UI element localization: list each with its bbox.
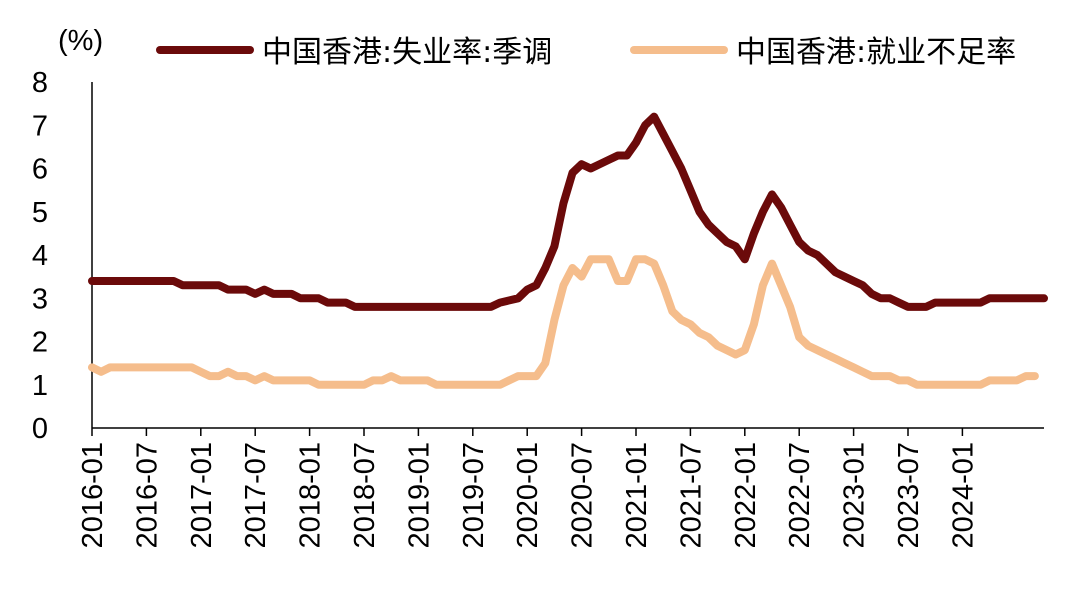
y-tick-label: 4 [32,240,48,272]
y-tick-label: 0 [32,413,48,445]
y-tick-label: 3 [32,283,48,315]
y-tick-label: 1 [32,370,48,402]
legend-label: 中国香港:失业率:季调 [262,35,552,70]
x-tick-label: 2016-07 [131,442,163,548]
x-tick-label: 2022-07 [784,442,816,548]
legend-label: 中国香港:就业不足率 [736,35,1016,70]
x-tick-label: 2020-07 [567,442,599,548]
x-tick-label: 2021-01 [621,442,653,548]
y-tick-label: 7 [32,110,48,142]
x-tick-label: 2018-07 [349,442,381,548]
x-tick-label: 2023-07 [893,442,925,548]
x-tick-label: 2017-01 [186,442,218,548]
x-tick-label: 2017-07 [240,442,272,548]
y-axis: 0 1 2 3 4 5 6 7 8 [32,67,93,445]
legend-item-2: 中国香港:就业不足率 [630,35,1016,70]
x-tick-label: 2023-01 [839,442,871,548]
x-tick-label: 2018-01 [295,442,327,548]
y-tick-label: 2 [32,327,48,359]
series-line-1 [88,112,1048,311]
y-tick-label: 8 [32,67,48,99]
series-layer [88,112,1048,389]
y-unit-label: (%) [58,25,103,57]
legend-item-1: 中国香港:失业率:季调 [156,35,552,70]
x-tick-label: 2024-01 [947,442,979,548]
x-tick-label: 2016-01 [77,442,109,548]
x-axis: 2016-01 2016-07 2017-01 2017-07 2018-01 2018-… [77,427,1044,548]
legend: 中国香港:失业率:季调 中国香港:就业不足率 [156,35,1016,70]
x-tick-label: 2020-01 [512,442,544,548]
x-tick-label: 2019-07 [458,442,490,548]
y-tick-label: 6 [32,154,48,186]
series-line-2 [88,255,1039,389]
x-tick-label: 2022-01 [730,442,762,548]
y-tick-label: 5 [32,197,48,229]
x-tick-label: 2019-01 [403,442,435,548]
x-tick-label: 2021-07 [675,442,707,548]
